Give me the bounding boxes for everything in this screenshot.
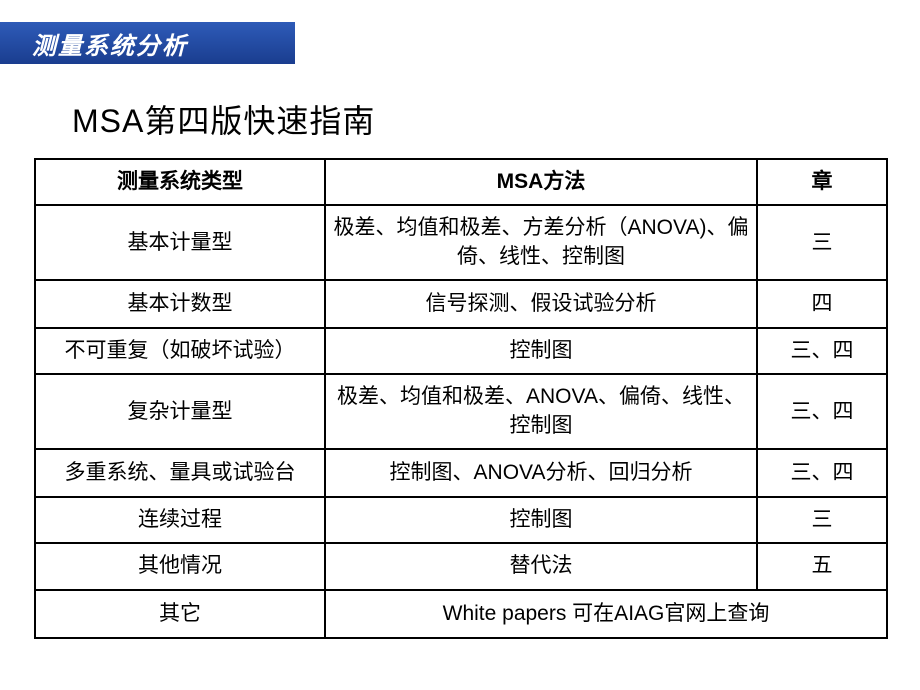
table-body: 基本计量型极差、均值和极差、方差分析（ANOVA)、偏倚、线性、控制图三基本计数… — [35, 205, 887, 637]
header-method: MSA方法 — [325, 159, 757, 205]
cell-chapter: 三 — [757, 497, 887, 543]
cell-type: 其他情况 — [35, 543, 325, 589]
cell-chapter: 三 — [757, 205, 887, 280]
cell-method: 控制图 — [325, 497, 757, 543]
cell-type: 复杂计量型 — [35, 374, 325, 449]
cell-method: 控制图 — [325, 328, 757, 374]
table-row: 连续过程控制图三 — [35, 497, 887, 543]
cell-method: 替代法 — [325, 543, 757, 589]
banner-text: 测量系统分析 — [32, 26, 188, 61]
cell-chapter: 四 — [757, 280, 887, 328]
header-chapter: 章 — [757, 159, 887, 205]
cell-type: 不可重复（如破坏试验） — [35, 328, 325, 374]
cell-type: 基本计数型 — [35, 280, 325, 328]
cell-type: 其它 — [35, 590, 325, 638]
cell-chapter: 五 — [757, 543, 887, 589]
cell-type: 连续过程 — [35, 497, 325, 543]
cell-method-span: White papers 可在AIAG官网上查询 — [325, 590, 887, 638]
table-row: 基本计数型信号探测、假设试验分析四 — [35, 280, 887, 328]
cell-chapter: 三、四 — [757, 374, 887, 449]
table-row: 其它White papers 可在AIAG官网上查询 — [35, 590, 887, 638]
cell-type: 基本计量型 — [35, 205, 325, 280]
cell-type: 多重系统、量具或试验台 — [35, 449, 325, 497]
table-row: 其他情况替代法五 — [35, 543, 887, 589]
table-container: 测量系统类型 MSA方法 章 基本计量型极差、均值和极差、方差分析（ANOVA)… — [34, 158, 886, 639]
cell-method: 极差、均值和极差、ANOVA、偏倚、线性、控制图 — [325, 374, 757, 449]
cell-method: 信号探测、假设试验分析 — [325, 280, 757, 328]
cell-method: 控制图、ANOVA分析、回归分析 — [325, 449, 757, 497]
table-row: 复杂计量型极差、均值和极差、ANOVA、偏倚、线性、控制图三、四 — [35, 374, 887, 449]
table-row: 不可重复（如破坏试验）控制图三、四 — [35, 328, 887, 374]
table-header-row: 测量系统类型 MSA方法 章 — [35, 159, 887, 205]
table-row: 多重系统、量具或试验台控制图、ANOVA分析、回归分析三、四 — [35, 449, 887, 497]
cell-chapter: 三、四 — [757, 328, 887, 374]
table-row: 基本计量型极差、均值和极差、方差分析（ANOVA)、偏倚、线性、控制图三 — [35, 205, 887, 280]
page-title: MSA第四版快速指南 — [72, 96, 375, 142]
cell-method: 极差、均值和极差、方差分析（ANOVA)、偏倚、线性、控制图 — [325, 205, 757, 280]
banner: 测量系统分析 — [0, 22, 295, 64]
header-type: 测量系统类型 — [35, 159, 325, 205]
msa-table: 测量系统类型 MSA方法 章 基本计量型极差、均值和极差、方差分析（ANOVA)… — [34, 158, 888, 639]
cell-chapter: 三、四 — [757, 449, 887, 497]
